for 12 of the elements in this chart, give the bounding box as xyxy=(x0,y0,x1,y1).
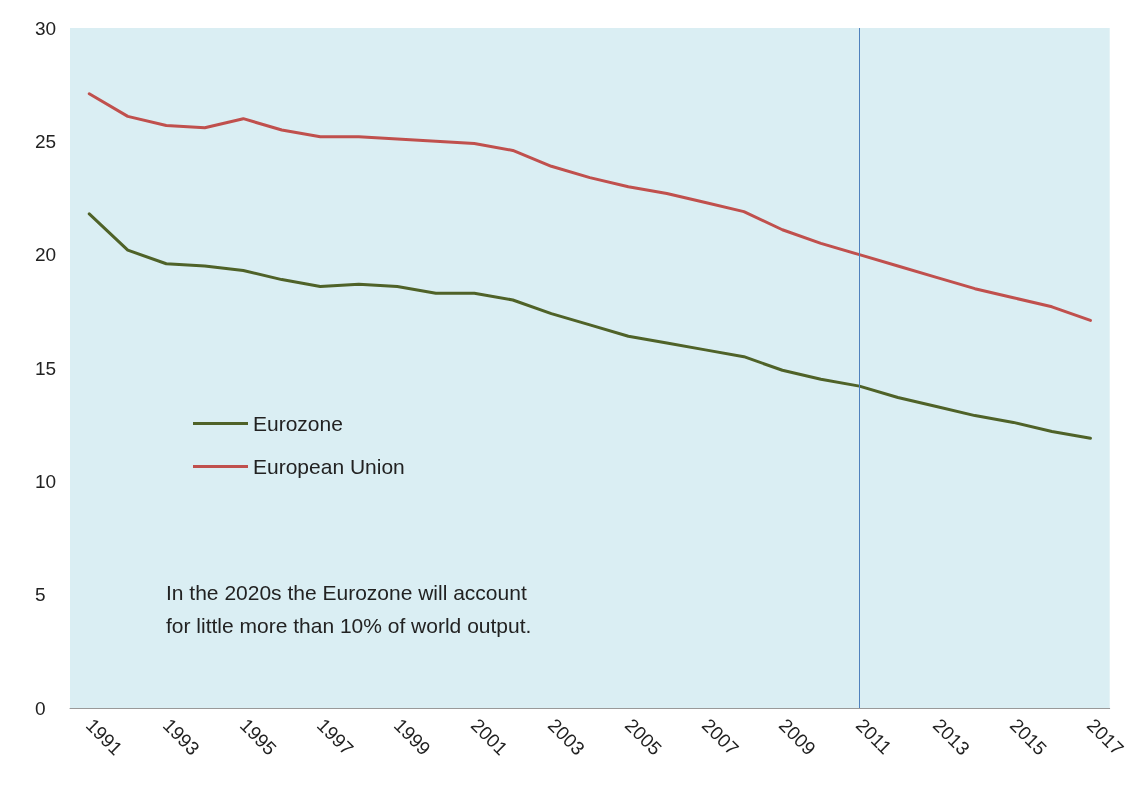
y-tick-label: 5 xyxy=(35,584,46,606)
y-tick-label: 0 xyxy=(35,697,46,719)
line-series xyxy=(87,212,1092,440)
legend-label: Eurozone xyxy=(253,412,343,435)
annotation: In the 2020s the Eurozone will account for little more than 10% of world output. xyxy=(166,581,532,637)
line-series xyxy=(87,92,1092,322)
legend-label: European Union xyxy=(253,455,405,478)
y-tick-label: 15 xyxy=(35,357,57,379)
y-tick-label: 20 xyxy=(35,244,57,266)
y-tick-label: 30 xyxy=(35,17,57,39)
y-tick-label: 10 xyxy=(35,470,57,492)
y-tick-label: 25 xyxy=(35,130,57,152)
